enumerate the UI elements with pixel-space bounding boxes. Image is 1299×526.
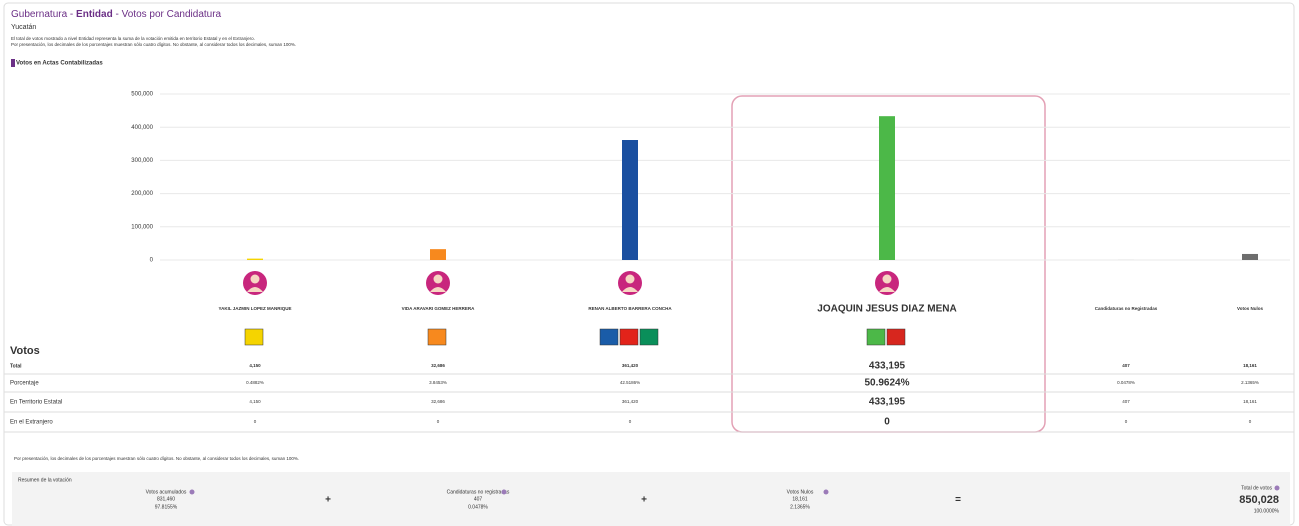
- table-cell: 50.9624%: [864, 378, 909, 389]
- summary-votes: 407: [474, 496, 483, 502]
- summary-operator: +: [325, 495, 331, 506]
- avatar-head: [250, 274, 260, 284]
- party-logo: [639, 328, 659, 346]
- table-cell: 0: [254, 419, 257, 424]
- y-tick-label: 500,000: [131, 92, 153, 98]
- avatar-head: [433, 274, 443, 284]
- avatar-body: [622, 287, 638, 292]
- summary-votes: 18,161: [792, 496, 808, 502]
- info-icon: [189, 489, 195, 495]
- summary-title: Resumen de la votación: [18, 477, 72, 483]
- y-tick-label: 400,000: [131, 125, 153, 131]
- summary-operator: =: [955, 495, 961, 506]
- summary-total-percent: 100.0000%: [1254, 508, 1280, 514]
- footnote: Por presentación, los decimales de los p…: [14, 456, 299, 461]
- y-tick-label: 200,000: [131, 191, 153, 197]
- summary-label: Votos Nulos: [787, 489, 814, 495]
- summary-panel: [12, 472, 1290, 526]
- summary-percent: 97.8155%: [155, 504, 178, 510]
- total-cell: 407: [1122, 363, 1130, 368]
- bar: [1242, 253, 1258, 260]
- table-cell: 42.5186%: [620, 380, 640, 385]
- row-label: En el Extranjero: [10, 420, 53, 426]
- candidate-name: Candidaturas no Registradas: [1095, 306, 1158, 311]
- avatar-head: [625, 274, 635, 284]
- section-label: Votos en Actas Contabilizadas: [16, 61, 103, 67]
- bar: [879, 116, 895, 260]
- title-part: Gubernatura -: [11, 9, 76, 20]
- total-cell: 32,686: [431, 363, 445, 368]
- table-cell: 18,161: [1243, 399, 1257, 404]
- summary-label: Votos acumulados: [146, 489, 187, 495]
- avatar-body: [247, 287, 263, 292]
- table-cell: 0: [1249, 419, 1252, 424]
- y-tick-label: 100,000: [131, 224, 153, 230]
- avatar-body: [879, 287, 895, 292]
- summary-total-label: Total de votos: [1241, 485, 1272, 491]
- avatar-body: [430, 287, 446, 292]
- table-cell: 0.4882%: [246, 380, 264, 385]
- section-marker: [11, 59, 15, 67]
- party-logo: [886, 328, 906, 346]
- table-cell: 3.8453%: [429, 380, 447, 385]
- total-cell: 433,195: [869, 361, 906, 372]
- title: Gubernatura - Entidad - Votos por Candid…: [11, 9, 222, 20]
- total-cell: 18,161: [1243, 363, 1257, 368]
- total-cell: 4,150: [249, 363, 261, 368]
- avatar-head: [882, 274, 892, 284]
- info-icon: [1274, 485, 1280, 491]
- info-icon: [501, 489, 507, 495]
- party-logo: [244, 328, 264, 346]
- candidate-name-highlight: JOAQUIN JESUS DIAZ MENA: [817, 304, 956, 315]
- candidate-name: YAKIL JAZMIN LOPEZ MANRIQUE: [218, 306, 291, 311]
- note: El total de votos mostrado a nivel Entid…: [11, 36, 255, 41]
- entity: Yucatán: [11, 24, 36, 31]
- info-icon: [823, 489, 829, 495]
- y-tick-label: 300,000: [131, 158, 153, 164]
- table-cell: 2.1365%: [1241, 380, 1259, 385]
- table-cell: 0: [629, 419, 632, 424]
- table-cell: 32,686: [431, 399, 445, 404]
- candidate-name: VIDA ARAVARI GOMEZ HERRERA: [402, 306, 476, 311]
- table-title: Votos: [10, 345, 40, 357]
- summary-operator: +: [641, 495, 647, 506]
- party-logo: [599, 328, 619, 346]
- card: [3, 2, 1295, 526]
- y-tick-label: 0: [150, 258, 154, 264]
- summary-label: Candidaturas no registradas: [447, 489, 510, 495]
- table-cell: 0: [1125, 419, 1128, 424]
- candidate-name: Votos Nulos: [1237, 306, 1263, 311]
- table-cell: 0: [437, 419, 440, 424]
- row-label: Porcentaje: [10, 381, 39, 387]
- title-part: - Votos por Candidatura: [113, 9, 222, 20]
- bar: [622, 140, 638, 260]
- table-cell: 4,150: [249, 399, 261, 404]
- row-label: Total: [10, 363, 22, 369]
- bar: [430, 249, 446, 260]
- table-cell: 0.0478%: [1117, 380, 1135, 385]
- summary-percent: 2.1365%: [790, 504, 810, 510]
- candidate-name: RENAN ALBERTO BARRERA CONCHA: [588, 306, 672, 311]
- note: Por presentación, los decimales de los p…: [11, 42, 296, 47]
- summary-votes: 831,460: [157, 496, 175, 502]
- total-cell: 361,420: [622, 363, 639, 368]
- bar: [247, 258, 263, 260]
- table-cell: 433,195: [869, 397, 906, 408]
- party-logo: [619, 328, 639, 346]
- table-cell: 407: [1122, 399, 1130, 404]
- table-cell: 361,420: [622, 399, 639, 404]
- party-logo: [427, 328, 447, 346]
- title-part: Entidad: [76, 9, 113, 20]
- party-logo: [866, 328, 886, 346]
- summary-total-votes: 850,028: [1239, 494, 1279, 506]
- table-cell: 0: [884, 417, 890, 428]
- row-label: En Territorio Estatal: [10, 400, 62, 406]
- summary-percent: 0.0478%: [468, 504, 488, 510]
